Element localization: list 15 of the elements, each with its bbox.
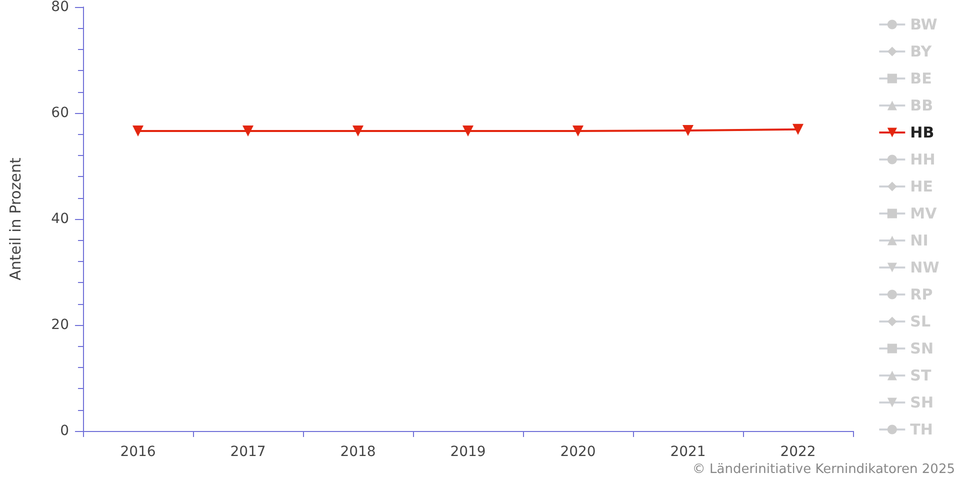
- y-tick-label: 0: [60, 423, 69, 439]
- y-tick-label: 80: [51, 0, 69, 15]
- x-tick-label: 2016: [120, 444, 156, 460]
- text: © Länderinitiative Kernindikatoren 2025: [692, 462, 956, 477]
- y-tick-label: 60: [51, 105, 69, 121]
- legend-label: HB: [910, 124, 934, 142]
- y-tick-label: 20: [51, 317, 69, 333]
- x-tick-label: 2018: [340, 444, 376, 460]
- y-axis-title: Anteil in Prozent: [6, 158, 24, 280]
- x-tick-label: 2017: [230, 444, 266, 460]
- x-tick-label: 2021: [670, 444, 706, 460]
- x-tick-label: 2022: [780, 444, 816, 460]
- x-tick-label: 2019: [450, 444, 486, 460]
- x-tick-label: 2020: [560, 444, 596, 460]
- y-tick-label: 40: [51, 211, 69, 227]
